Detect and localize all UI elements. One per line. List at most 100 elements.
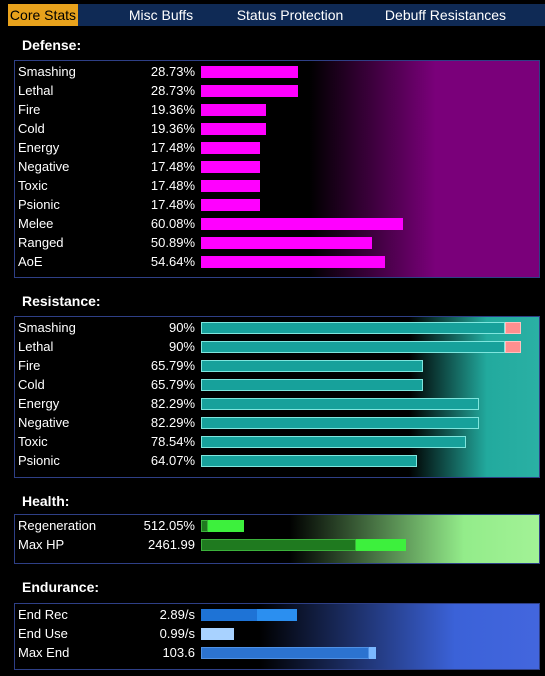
endurance-panel: End Rec 2.89/s End Use 0.99/s Max End 103.6 [14, 603, 540, 670]
endurance-value: 2.89/s [159, 607, 195, 622]
defense-value: 19.36% [150, 102, 195, 117]
defense-row-smashing: Smashing 28.73% [15, 63, 539, 82]
defense-value: 17.48% [150, 178, 195, 193]
defense-bar [201, 161, 260, 173]
defense-row-negative: Negative 17.48% [15, 158, 539, 177]
resistance-label: Lethal [18, 339, 54, 354]
resistance-title: Resistance: [22, 293, 101, 309]
endurance-title: Endurance: [22, 579, 100, 595]
defense-row-toxic: Toxic 17.48% [15, 177, 539, 196]
resistance-bar [201, 322, 505, 334]
defense-value: 28.73% [150, 83, 195, 98]
tab-debuff-resistances[interactable]: Debuff Resistances [384, 7, 507, 23]
endurance-row-max-end: Max End 103.6 [15, 644, 539, 663]
defense-value: 17.48% [150, 197, 195, 212]
endurance-label: End Use [18, 626, 68, 641]
max-hp-base-bar [201, 539, 357, 551]
resistance-value: 82.29% [150, 396, 195, 411]
defense-bar [201, 180, 260, 192]
defense-label: Smashing [18, 64, 76, 79]
defense-row-ranged: Ranged 50.89% [15, 234, 539, 253]
tab-status-protection[interactable]: Status Protection [236, 7, 344, 23]
defense-label: Toxic [18, 178, 48, 193]
defense-bar [201, 66, 298, 78]
resistance-bar [201, 360, 424, 372]
health-title: Health: [22, 493, 70, 509]
endurance-value: 0.99/s [159, 626, 195, 641]
defense-bar [201, 237, 372, 249]
resistance-row-smashing: Smashing 90% [15, 319, 539, 338]
health-value: 2461.99 [148, 537, 195, 552]
max-end-bonus-bar [369, 647, 376, 659]
resistance-row-psionic: Psionic 64.07% [15, 452, 539, 471]
health-label: Regeneration [18, 518, 97, 533]
resistance-cap-marker [505, 322, 521, 334]
defense-label: Lethal [18, 83, 54, 98]
defense-label: Negative [18, 159, 70, 174]
defense-label: AoE [18, 254, 43, 269]
resistance-bar [201, 398, 479, 410]
defense-value: 28.73% [150, 64, 195, 79]
defense-row-lethal: Lethal 28.73% [15, 82, 539, 101]
resistance-label: Fire [18, 358, 41, 373]
resistance-label: Cold [18, 377, 45, 392]
resistance-row-lethal: Lethal 90% [15, 338, 539, 357]
defense-row-psionic: Psionic 17.48% [15, 196, 539, 215]
resistance-value: 90% [168, 320, 195, 335]
end-use-bar [201, 628, 234, 640]
health-panel: Regeneration 512.05% Max HP 2461.99 [14, 514, 540, 564]
resistance-label: Toxic [18, 434, 48, 449]
resistance-row-negative: Negative 82.29% [15, 414, 539, 433]
defense-value: 17.48% [150, 159, 195, 174]
health-row-regeneration: Regeneration 512.05% [15, 517, 539, 536]
defense-bar [201, 104, 267, 116]
defense-bar [201, 123, 267, 135]
defense-label: Melee [18, 216, 54, 231]
health-label: Max HP [18, 537, 65, 552]
defense-label: Ranged [18, 235, 64, 250]
defense-row-melee: Melee 60.08% [15, 215, 539, 234]
defense-bar [201, 218, 403, 230]
resistance-bar [201, 436, 467, 448]
resistance-row-fire: Fire 65.79% [15, 357, 539, 376]
tab-misc-buffs[interactable]: Misc Buffs [128, 7, 194, 23]
defense-value: 50.89% [150, 235, 195, 250]
resistance-value: 65.79% [150, 358, 195, 373]
resistance-bar [201, 379, 424, 391]
resistance-label: Energy [18, 396, 60, 411]
defense-value: 54.64% [150, 254, 195, 269]
resistance-row-cold: Cold 65.79% [15, 376, 539, 395]
endurance-label: End Rec [18, 607, 68, 622]
defense-row-fire: Fire 19.36% [15, 101, 539, 120]
defense-value: 19.36% [150, 121, 195, 136]
resistance-bar [201, 455, 418, 467]
tab-bar: Core Stats Misc Buffs Status Protection … [8, 4, 545, 26]
resistance-value: 90% [168, 339, 195, 354]
resistance-cap-marker [505, 341, 521, 353]
resistance-value: 82.29% [150, 415, 195, 430]
resistance-label: Psionic [18, 453, 60, 468]
defense-row-cold: Cold 19.36% [15, 120, 539, 139]
tab-core-stats[interactable]: Core Stats [8, 4, 78, 26]
defense-bar [201, 142, 260, 154]
max-end-base-bar [201, 647, 370, 659]
resistance-value: 65.79% [150, 377, 195, 392]
resistance-bar [201, 341, 505, 353]
defense-label: Fire [18, 102, 41, 117]
resistance-bar [201, 417, 479, 429]
health-row-max-hp: Max HP 2461.99 [15, 536, 539, 555]
defense-label: Cold [18, 121, 45, 136]
defense-title: Defense: [22, 37, 82, 53]
resistance-row-energy: Energy 82.29% [15, 395, 539, 414]
resistance-label: Smashing [18, 320, 76, 335]
endurance-row-end-use: End Use 0.99/s [15, 625, 539, 644]
end-rec-bonus-bar [257, 609, 297, 621]
defense-row-aoe: AoE 54.64% [15, 253, 539, 272]
health-value: 512.05% [143, 518, 195, 533]
defense-row-energy: Energy 17.48% [15, 139, 539, 158]
defense-panel: Smashing 28.73% Lethal 28.73% Fire 19.36% Cold… [14, 60, 540, 278]
defense-bar [201, 199, 260, 211]
resistance-value: 64.07% [150, 453, 195, 468]
endurance-value: 103.6 [162, 645, 195, 660]
resistance-label: Negative [18, 415, 70, 430]
